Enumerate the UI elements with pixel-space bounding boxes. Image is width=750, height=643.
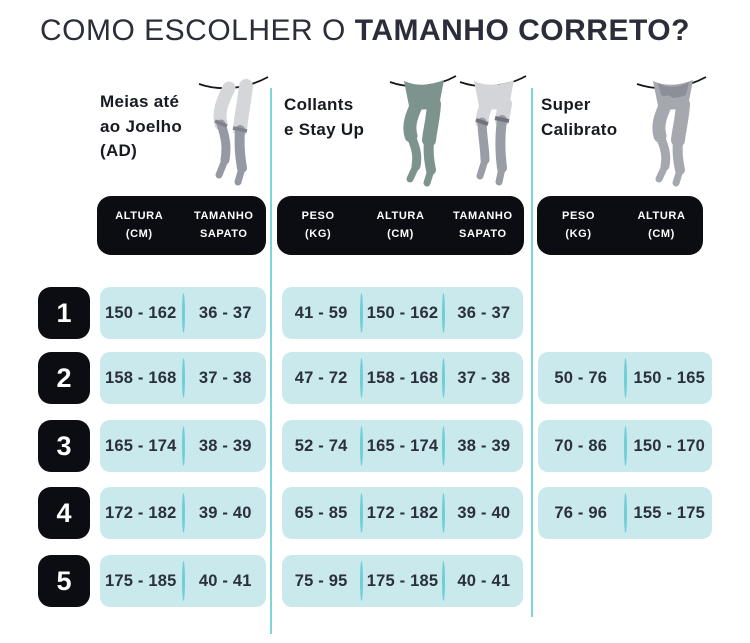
meias-table-header: ALTURA (CM) TAMANHO SAPATO xyxy=(97,196,266,255)
size-badge-2: 2 xyxy=(38,352,90,404)
altura-range: 155 - 175 xyxy=(633,503,706,522)
column-header-peso: PESO (KG) xyxy=(562,210,595,240)
column-header-altura: ALTURA (CM) xyxy=(115,210,164,240)
cell-divider xyxy=(360,561,364,601)
section-label-collants: Collants e Stay Up xyxy=(284,95,365,139)
cell-divider xyxy=(360,293,364,333)
cell-divider xyxy=(441,293,445,333)
sapato-range: 38 - 39 xyxy=(198,436,252,455)
sapato-range: 39 - 40 xyxy=(198,503,252,522)
altura-range: 175 - 185 xyxy=(104,571,177,590)
altura-range: 150 - 162 xyxy=(366,303,439,322)
altura-range: 150 - 165 xyxy=(633,368,706,387)
column-header-tamanho-sapato: TAMANHO SAPATO xyxy=(453,210,513,240)
sapato-range: 39 - 40 xyxy=(457,503,511,522)
sapato-range: 40 - 41 xyxy=(457,571,511,590)
cell-divider xyxy=(181,561,185,601)
size-badge-1: 1 xyxy=(38,287,90,339)
collants-row-1-cell: 41 - 59 150 - 162 36 - 37 xyxy=(282,287,523,339)
collants-row-2-cell: 47 - 72 158 - 168 37 - 38 xyxy=(282,352,523,404)
size-badge-4: 4 xyxy=(38,487,90,539)
altura-range: 165 - 174 xyxy=(104,436,177,455)
cell-divider xyxy=(360,426,364,466)
column-header-altura: ALTURA (CM) xyxy=(637,210,686,240)
tights-legs-icon xyxy=(389,75,457,187)
meias-row-5-cell: 175 - 185 40 - 41 xyxy=(100,555,266,607)
column-header-peso: PESO (KG) xyxy=(301,210,335,240)
sapato-range: 37 - 38 xyxy=(457,368,511,387)
size-number: 4 xyxy=(56,497,72,528)
peso-range: 65 - 85 xyxy=(294,503,348,522)
sapato-range: 40 - 41 xyxy=(198,571,252,590)
collants-row-5-cell: 75 - 95 175 - 185 40 - 41 xyxy=(282,555,523,607)
altura-range: 150 - 170 xyxy=(633,436,706,455)
cell-divider xyxy=(181,493,185,533)
cell-divider xyxy=(441,561,445,601)
section-label-meias: Meias até ao Joelho (AD) xyxy=(100,92,183,161)
cell-divider xyxy=(181,358,185,398)
page-title-bold: TAMANHO CORRETO? xyxy=(354,14,690,47)
cell-divider xyxy=(360,493,364,533)
page-title-prefix: COMO ESCOLHER O xyxy=(40,14,355,47)
cell-divider xyxy=(441,358,445,398)
super-calibrato-row-3-cell: 70 - 86 150 - 170 xyxy=(538,420,712,472)
cell-divider xyxy=(441,493,445,533)
cell-divider xyxy=(181,426,185,466)
altura-range: 165 - 174 xyxy=(366,436,439,455)
peso-range: 70 - 86 xyxy=(554,436,608,455)
page-title: COMO ESCOLHER O TAMANHO CORRETO? xyxy=(40,14,690,48)
super-calibrato-row-2-cell: 50 - 76 150 - 165 xyxy=(538,352,712,404)
column-header-tamanho-sapato: TAMANHO SAPATO xyxy=(193,210,254,240)
cell-divider xyxy=(623,493,627,533)
super-calibrato-row-4-cell: 76 - 96 155 - 175 xyxy=(538,487,712,539)
meias-row-1-cell: 150 - 162 36 - 37 xyxy=(100,287,266,339)
collants-row-4-cell: 65 - 85 172 - 182 39 - 40 xyxy=(282,487,523,539)
altura-range: 158 - 168 xyxy=(104,368,177,387)
size-number: 2 xyxy=(56,362,72,393)
peso-range: 47 - 72 xyxy=(294,368,348,387)
collants-row-3-cell: 52 - 74 165 - 174 38 - 39 xyxy=(282,420,523,472)
cell-divider xyxy=(441,426,445,466)
altura-range: 172 - 182 xyxy=(104,503,177,522)
size-number: 1 xyxy=(56,297,72,328)
collants-table-header: PESO (KG) ALTURA (CM) TAMANHO SAPATO xyxy=(277,196,524,255)
peso-range: 50 - 76 xyxy=(554,368,608,387)
cell-divider xyxy=(623,358,627,398)
meias-row-2-cell: 158 - 168 37 - 38 xyxy=(100,352,266,404)
altura-range: 172 - 182 xyxy=(366,503,439,522)
size-badge-3: 3 xyxy=(38,420,90,472)
size-badge-5: 5 xyxy=(38,555,90,607)
super-calibrato-table-header: PESO (KG) ALTURA (CM) xyxy=(537,196,703,255)
altura-range: 175 - 185 xyxy=(366,571,439,590)
peso-range: 75 - 95 xyxy=(294,571,348,590)
peso-range: 76 - 96 xyxy=(554,503,608,522)
meias-row-4-cell: 172 - 182 39 - 40 xyxy=(100,487,266,539)
cell-divider xyxy=(623,426,627,466)
sapato-range: 36 - 37 xyxy=(198,303,252,322)
stay-up-stockings-legs-icon xyxy=(459,75,527,186)
knee-high-socks-legs-icon xyxy=(198,76,269,186)
super-calibrato-legs-icon xyxy=(636,76,707,187)
sapato-range: 37 - 38 xyxy=(198,368,252,387)
column-header-altura: ALTURA (CM) xyxy=(376,210,425,240)
meias-row-3-cell: 165 - 174 38 - 39 xyxy=(100,420,266,472)
altura-range: 158 - 168 xyxy=(366,368,439,387)
size-number: 5 xyxy=(56,565,72,596)
sapato-range: 36 - 37 xyxy=(457,303,511,322)
size-number: 3 xyxy=(56,430,72,461)
peso-range: 52 - 74 xyxy=(294,436,348,455)
section-divider-2 xyxy=(531,88,533,617)
peso-range: 41 - 59 xyxy=(294,303,348,322)
section-label-super-calibrato: Super Calibrato xyxy=(541,95,618,139)
altura-range: 150 - 162 xyxy=(104,303,177,322)
cell-divider xyxy=(181,293,185,333)
sapato-range: 38 - 39 xyxy=(457,436,511,455)
section-divider-1 xyxy=(270,88,272,634)
cell-divider xyxy=(360,358,364,398)
